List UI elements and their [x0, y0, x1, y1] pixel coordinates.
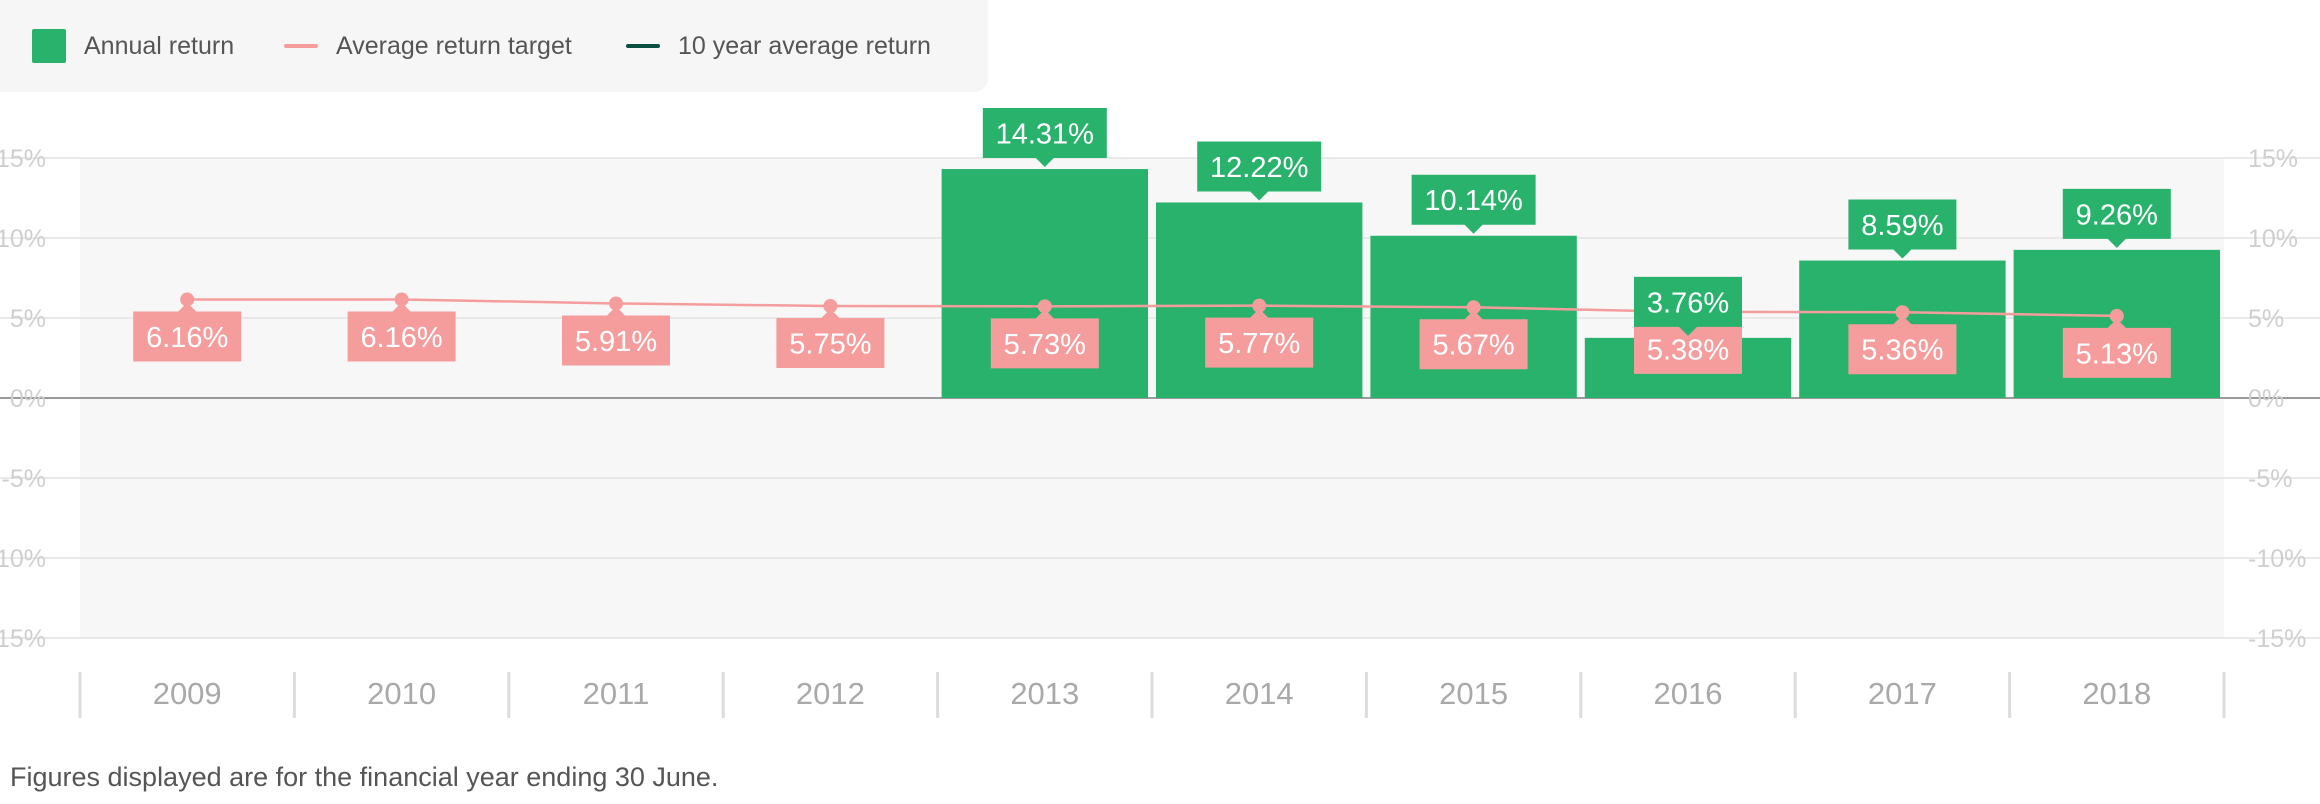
annual-return-swatch — [32, 29, 66, 63]
bar-label-2016-box — [1634, 276, 1742, 336]
target-label-2013: 5.73% — [1004, 329, 1086, 361]
legend-item-annual-return[interactable]: Annual return — [32, 28, 234, 64]
target-label-2016-box — [1634, 314, 1742, 374]
target-label-2009: 6.16% — [146, 322, 228, 354]
target-label-2012-box — [776, 309, 885, 368]
target-label-2018: 5.13% — [2076, 338, 2158, 370]
target-point-2010 — [394, 292, 409, 307]
bar-label-2014-box — [1197, 141, 1322, 201]
legend-label-ten-year-average: 10 year average return — [678, 31, 931, 60]
y-tick-label-right: -15% — [2248, 625, 2306, 653]
y-tick-label-right: 15% — [2248, 145, 2298, 173]
target-label-2011: 5.91% — [575, 326, 657, 358]
target-label-2014-box — [1205, 308, 1314, 368]
x-tick-label-2009: 2009 — [153, 676, 222, 711]
bar-label-2013-box — [982, 108, 1107, 168]
chart-footnote: Figures displayed are for the financial … — [10, 762, 719, 792]
bar-label-2016: 3.76% — [1647, 287, 1729, 319]
y-tick-label-right: -10% — [2248, 545, 2306, 573]
target-label-2017-box — [1848, 315, 1957, 375]
x-tick-label-2018: 2018 — [2082, 676, 2151, 711]
y-tick-label-left: -5% — [2, 465, 46, 493]
y-tick-label-right: 5% — [2248, 305, 2284, 333]
x-tick-label-2013: 2013 — [1010, 676, 1079, 711]
y-tick-label-left: 10% — [0, 225, 46, 253]
x-tick-label-2010: 2010 — [367, 676, 436, 711]
legend-label-annual-return: Annual return — [84, 31, 235, 60]
target-label-2012: 5.75% — [789, 328, 871, 360]
y-tick-label-left: -15% — [0, 625, 46, 653]
y-tick-label-left: 0% — [10, 385, 46, 413]
y-tick-label-right: 0% — [2248, 385, 2284, 413]
target-point-2014 — [1252, 298, 1267, 313]
legend-item-average-return-target[interactable]: Average return target — [284, 28, 572, 64]
target-label-2015: 5.67% — [1432, 330, 1514, 362]
target-label-2017: 5.36% — [1861, 335, 1943, 367]
bar-label-2017-box — [1848, 199, 1957, 259]
y-tick-label-right: -5% — [2248, 465, 2292, 493]
target-label-2014: 5.77% — [1218, 328, 1300, 360]
target-label-2013-box — [990, 309, 1099, 369]
legend-item-ten-year-average[interactable]: 10 year average return — [626, 28, 931, 64]
ten-year-average-swatch — [626, 44, 660, 48]
target-point-2018 — [2109, 308, 2124, 323]
bar-label-2015: 10.14% — [1424, 185, 1522, 217]
target-label-2010-box — [347, 302, 456, 362]
chart-legend: Annual return Average return target 10 y… — [0, 0, 988, 92]
x-tick-label-2016: 2016 — [1654, 676, 1723, 711]
bar-label-2015-box — [1411, 174, 1536, 234]
y-tick-label-left: 15% — [0, 145, 46, 173]
target-point-2013 — [1037, 299, 1052, 314]
target-label-2010: 6.16% — [360, 322, 442, 354]
x-tick-label-2017: 2017 — [1868, 676, 1937, 711]
bar-label-2018-box — [2062, 188, 2171, 248]
bar-label-2013: 14.31% — [996, 118, 1094, 150]
average-return-target-swatch — [284, 44, 318, 48]
target-label-2011-box — [562, 306, 670, 366]
x-tick-label-2011: 2011 — [583, 676, 650, 711]
target-label-2016: 5.38% — [1647, 334, 1729, 366]
target-point-2015 — [1466, 300, 1481, 315]
target-label-2015-box — [1419, 310, 1528, 370]
x-tick-label-2012: 2012 — [796, 676, 865, 711]
bar-label-2017: 8.59% — [1861, 210, 1943, 242]
target-label-2009-box — [133, 302, 242, 362]
target-point-2011 — [609, 296, 623, 311]
legend-label-average-return-target: Average return target — [336, 31, 572, 60]
x-tick-label-2015: 2015 — [1439, 676, 1508, 711]
target-point-2009 — [180, 292, 195, 307]
y-tick-label-left: 5% — [10, 305, 46, 333]
target-label-2018-box — [2062, 318, 2171, 378]
target-point-2017 — [1895, 305, 1910, 320]
bar-label-2018: 9.26% — [2076, 199, 2158, 231]
y-tick-label-left: -10% — [0, 545, 46, 573]
average-return-target-line — [187, 298, 2117, 318]
x-tick-label-2014: 2014 — [1225, 676, 1294, 711]
target-point-2012 — [823, 299, 838, 313]
bar-label-2014: 12.22% — [1210, 152, 1308, 184]
y-tick-label-right: 10% — [2248, 225, 2298, 253]
annual-return-chart: 15% 15% 10% 10% 5% 5% 0% 0% -5% -5% -10% -10% -15% -1… — [0, 108, 2320, 718]
